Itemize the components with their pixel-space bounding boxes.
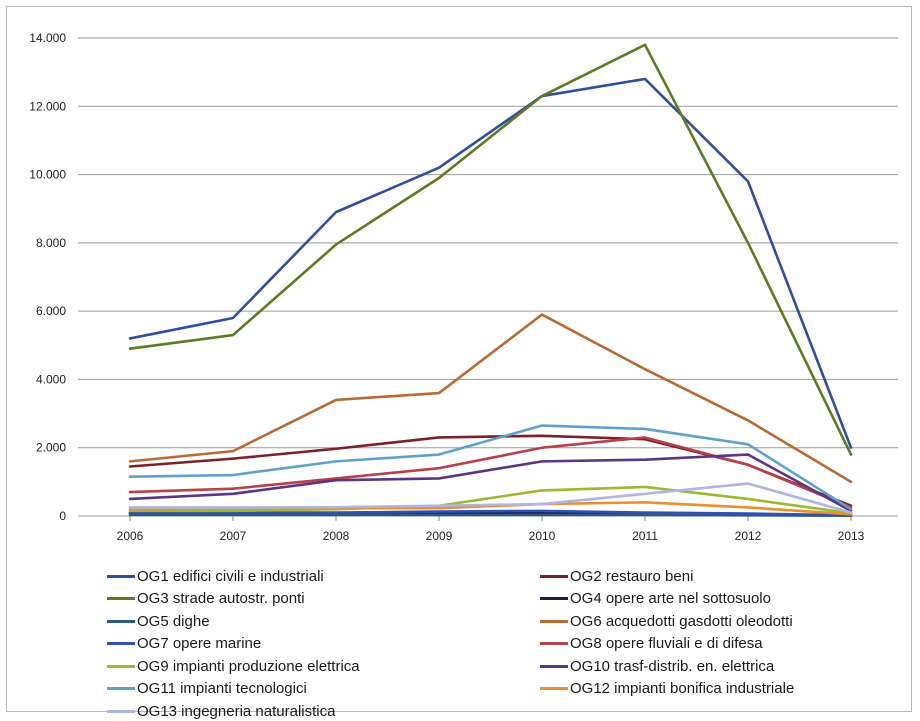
series-line-11 — [128, 424, 853, 511]
series-line-1 — [128, 77, 853, 450]
x-tick-label: 2006 — [117, 529, 144, 543]
y-axis: 0 2.000 4.000 6.000 8.000 10.000 12.000 14.000 — [29, 31, 66, 523]
series-line-10 — [128, 453, 853, 513]
chart-frame — [6, 6, 912, 712]
y-tick-label: 8.000 — [36, 236, 66, 250]
y-tick-label: 0 — [59, 509, 66, 523]
series-line-3 — [128, 43, 853, 456]
series-line-13 — [128, 482, 853, 514]
x-tick-label: 2012 — [735, 529, 762, 543]
y-tick-label: 2.000 — [36, 441, 66, 455]
y-tick-label: 10.000 — [29, 168, 66, 182]
series-line-6 — [128, 313, 853, 484]
x-axis: 2006 2007 2008 2009 2010 2011 2012 2013 — [117, 516, 865, 543]
y-tick-label: 4.000 — [36, 372, 66, 386]
x-tick-label: 2011 — [632, 529, 658, 543]
series-line-7 — [128, 509, 853, 517]
x-tick-label: 2007 — [220, 529, 247, 543]
x-tick-label: 2010 — [529, 529, 556, 543]
y-tick-label: 6.000 — [36, 304, 66, 318]
x-tick-label: 2008 — [323, 529, 350, 543]
series-lines — [128, 43, 853, 517]
y-tick-label: 12.000 — [29, 99, 66, 113]
y-tick-label: 14.000 — [29, 31, 66, 45]
series-line-9 — [128, 485, 853, 515]
series-line-5 — [128, 513, 853, 517]
x-tick-label: 2009 — [426, 529, 453, 543]
series-line-8 — [128, 436, 853, 509]
gridlines — [78, 37, 898, 517]
x-tick-label: 2013 — [838, 529, 865, 543]
